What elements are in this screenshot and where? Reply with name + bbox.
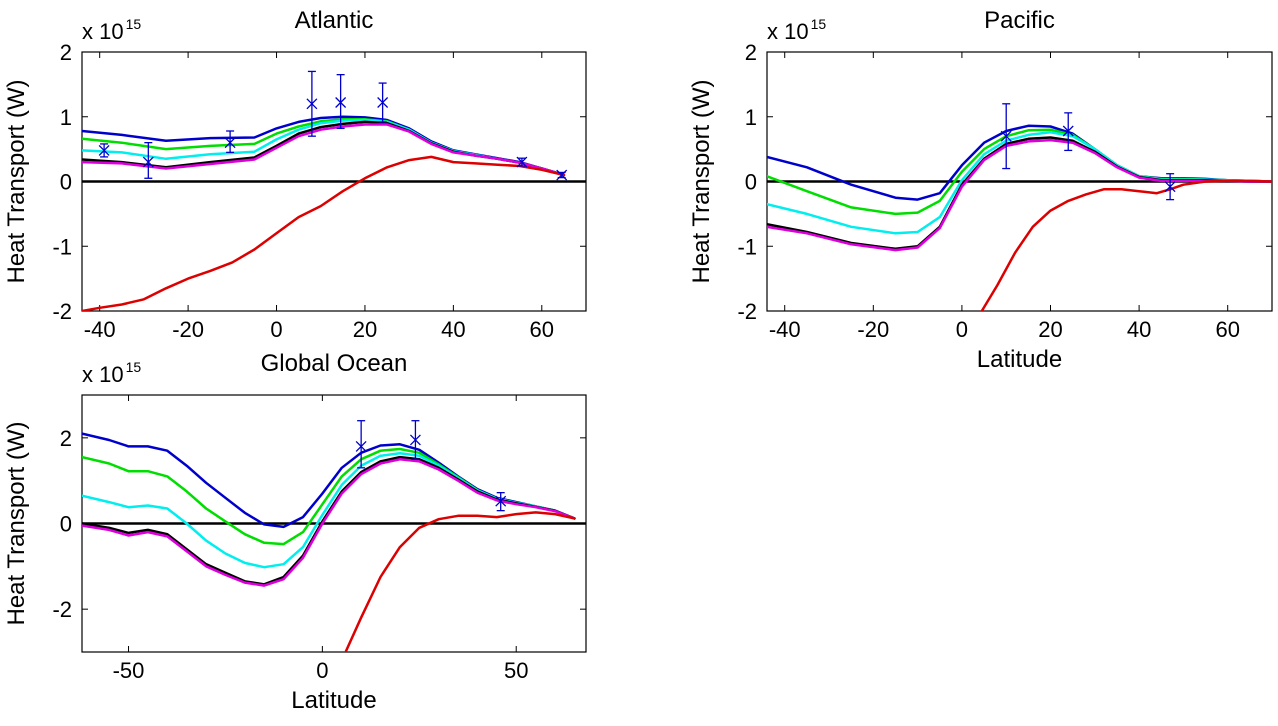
multiplier-base: x 10 bbox=[82, 19, 124, 44]
atlantic-ytick-label: -1 bbox=[52, 234, 72, 259]
atlantic-xtick-label: -40 bbox=[84, 317, 116, 342]
atlantic-y-multiplier: x 10 15 bbox=[82, 16, 141, 44]
pacific-series-line-4 bbox=[767, 138, 1272, 252]
pacific-ytick-label: -2 bbox=[737, 299, 757, 324]
global-ocean-y-multiplier: x 10 15 bbox=[82, 359, 141, 387]
atlantic-observation-7 bbox=[556, 169, 568, 181]
observation-x-marker bbox=[377, 97, 389, 108]
atlantic-panel: -40 -20 0 20 40 60 -2 -1 0 1 2 Atlantic x 10 15 Heat T… bbox=[3, 7, 587, 342]
atlantic-ylabel: Heat Transport (W) bbox=[3, 79, 30, 283]
atlantic-xtick-label: 40 bbox=[441, 317, 465, 342]
global-ocean-observation-2 bbox=[495, 492, 507, 512]
observation-x-marker bbox=[495, 495, 507, 507]
observation-x-marker bbox=[516, 156, 528, 168]
pacific-ylabel: Heat Transport (W) bbox=[688, 79, 715, 283]
observation-x-marker bbox=[1000, 130, 1012, 142]
atlantic-xtick-label: 0 bbox=[270, 317, 282, 342]
multiplier-exponent: 15 bbox=[126, 16, 142, 32]
atlantic-xtick-label: -20 bbox=[172, 317, 204, 342]
pacific-panel: -40 -20 0 20 40 60 -2 -1 0 1 2 Pacific x 10 15 Heat Tr… bbox=[688, 7, 1273, 373]
atlantic-observation-0 bbox=[98, 143, 110, 158]
pacific-title: Pacific bbox=[984, 7, 1055, 34]
atlantic-observation-4 bbox=[335, 74, 347, 130]
atlantic-observation-6 bbox=[516, 156, 528, 168]
global-ocean-xtick-label: -50 bbox=[113, 658, 145, 683]
observation-x-marker bbox=[1164, 181, 1176, 193]
global-ocean-ylabel: Heat Transport (W) bbox=[3, 421, 30, 625]
global-ocean-series-line-3 bbox=[82, 455, 576, 586]
global-ocean-ytick-label: 0 bbox=[60, 512, 72, 537]
multiplier-exponent: 15 bbox=[811, 16, 827, 32]
pacific-ytick-label: -1 bbox=[737, 234, 757, 259]
pacific-observation-1 bbox=[1062, 112, 1074, 152]
pacific-series-line-3 bbox=[767, 136, 1272, 251]
pacific-observation-2 bbox=[1164, 173, 1176, 201]
pacific-xtick-label: 0 bbox=[956, 317, 968, 342]
global-ocean-series-line-4 bbox=[82, 458, 576, 587]
atlantic-series-line-4 bbox=[82, 123, 566, 177]
observation-x-marker bbox=[355, 440, 367, 452]
global-ocean-xtick-label: 50 bbox=[504, 658, 528, 683]
observation-x-marker bbox=[335, 97, 347, 108]
atlantic-xtick-label: 20 bbox=[353, 317, 377, 342]
atlantic-observation-3 bbox=[306, 70, 318, 137]
global-ocean-observation-0 bbox=[355, 420, 367, 469]
atlantic-observation-5 bbox=[377, 82, 389, 123]
global-ocean-ytick-label: -2 bbox=[52, 597, 72, 622]
atlantic-observation-1 bbox=[142, 141, 154, 179]
atlantic-ytick-label: 0 bbox=[60, 170, 72, 195]
atlantic-observation-2 bbox=[224, 130, 236, 154]
global-ocean-title: Global Ocean bbox=[261, 350, 408, 377]
pacific-xtick-label: -20 bbox=[857, 317, 889, 342]
pacific-series-line-5 bbox=[980, 179, 1272, 311]
global-ocean-series-line-5 bbox=[344, 511, 576, 652]
pacific-observation-0 bbox=[1000, 103, 1012, 170]
pacific-ytick-label: 2 bbox=[745, 40, 757, 65]
global-ocean-panel: -50 0 50 -2 0 2 Global Ocean x 10 15 Heat Transpo… bbox=[3, 350, 587, 714]
atlantic-series-line-5 bbox=[82, 155, 566, 311]
pacific-xtick-label: 20 bbox=[1038, 317, 1062, 342]
observation-x-marker bbox=[224, 137, 236, 149]
atlantic-ytick-label: 1 bbox=[60, 105, 72, 130]
pacific-xtick-label: 40 bbox=[1127, 317, 1151, 342]
multiplier-base: x 10 bbox=[767, 19, 809, 44]
observation-x-marker bbox=[409, 434, 421, 446]
observation-x-marker bbox=[142, 156, 154, 168]
atlantic-ytick-label: -2 bbox=[52, 299, 72, 324]
observation-x-marker bbox=[556, 169, 568, 181]
global-ocean-observation-1 bbox=[409, 420, 421, 460]
observation-x-marker bbox=[98, 144, 110, 156]
global-ocean-xtick-label: 0 bbox=[316, 658, 328, 683]
pacific-xlabel: Latitude bbox=[977, 346, 1062, 373]
atlantic-ytick-label: 2 bbox=[60, 40, 72, 65]
multiplier-exponent: 15 bbox=[126, 359, 142, 375]
observation-x-marker bbox=[306, 98, 318, 110]
pacific-xtick-label: -40 bbox=[769, 317, 801, 342]
atlantic-xtick-label: 60 bbox=[530, 317, 554, 342]
pacific-ytick-label: 0 bbox=[745, 170, 757, 195]
pacific-xtick-label: 60 bbox=[1215, 317, 1239, 342]
global-ocean-ytick-label: 2 bbox=[60, 426, 72, 451]
pacific-ytick-label: 1 bbox=[745, 105, 757, 130]
global-ocean-xlabel: Latitude bbox=[291, 687, 376, 714]
pacific-y-multiplier: x 10 15 bbox=[767, 16, 826, 44]
observation-x-marker bbox=[1062, 125, 1074, 137]
multiplier-base: x 10 bbox=[82, 362, 124, 387]
atlantic-title: Atlantic bbox=[295, 7, 374, 34]
